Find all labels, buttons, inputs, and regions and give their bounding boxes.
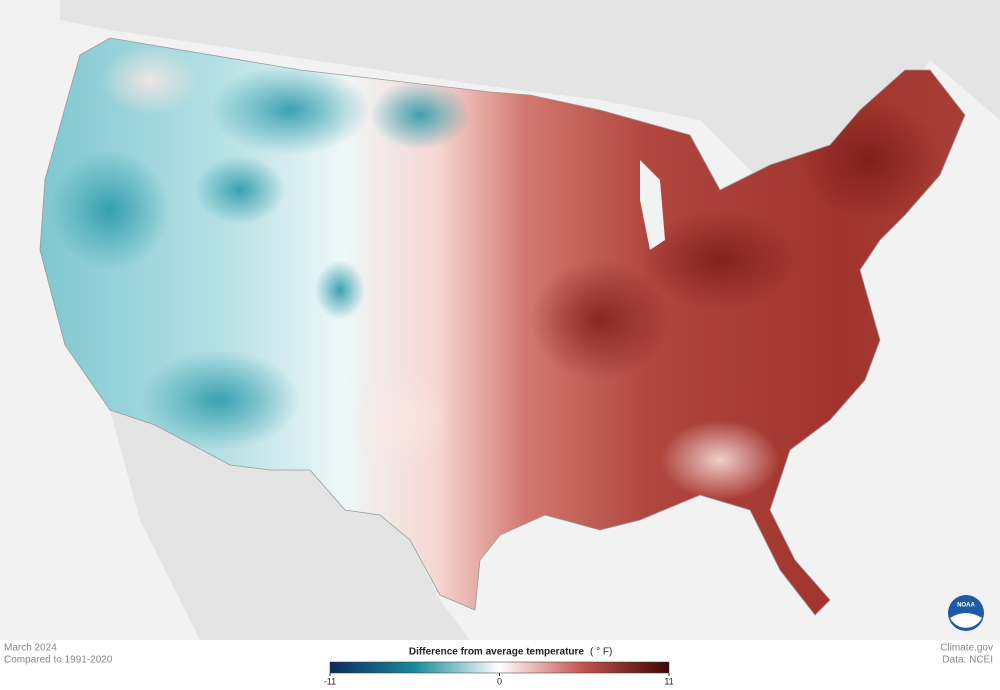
baseline: Compared to 1991-2020 xyxy=(4,655,113,666)
lake-michigan xyxy=(640,160,665,250)
legend-tick-label: -11 xyxy=(324,676,336,686)
legend-unit: ( ° F) xyxy=(590,647,612,658)
color-bar xyxy=(329,661,670,674)
noaa-logo-wave xyxy=(950,613,982,628)
legend-tick-label: 0 xyxy=(497,676,502,686)
canada xyxy=(60,0,1000,180)
date: March 2024 xyxy=(4,643,57,654)
mexico xyxy=(110,410,470,640)
legend-tick-label: 11 xyxy=(664,676,673,686)
legend-title: Difference from average temperature xyxy=(409,647,585,658)
data-credit: Data: NCEI xyxy=(942,655,993,666)
noaa-logo-text: NOAA xyxy=(957,603,975,609)
source: Climate.gov xyxy=(940,643,993,654)
